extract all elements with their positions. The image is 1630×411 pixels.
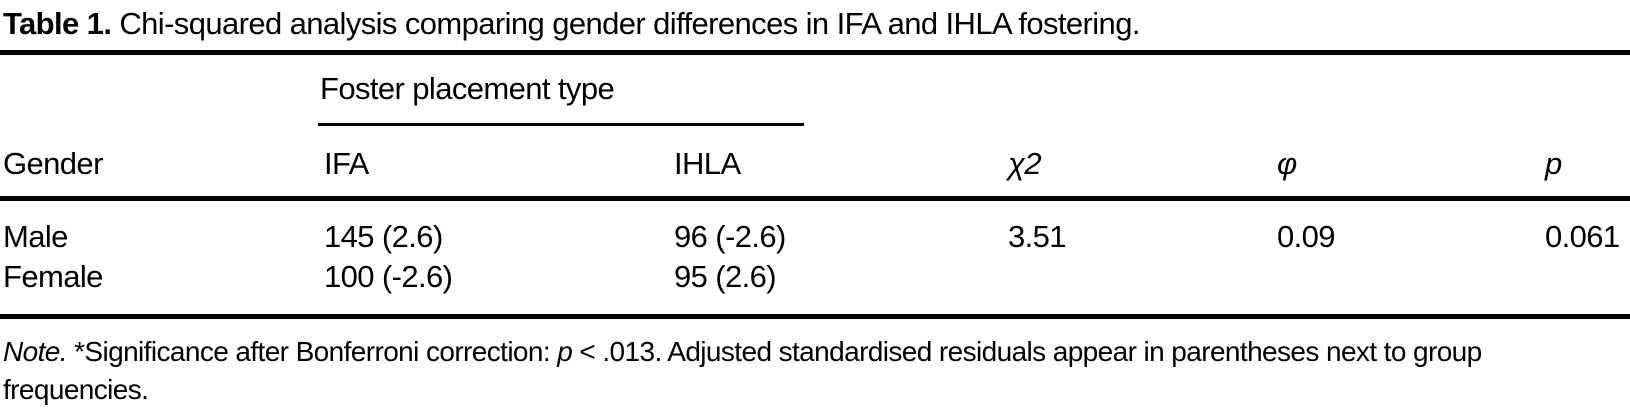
column-header-gender: Gender <box>3 146 103 181</box>
cell-male-ifa: 145 (2.6) <box>324 219 443 254</box>
cell-female-ihla: 95 (2.6) <box>674 259 777 294</box>
bottom-rule <box>0 314 1630 319</box>
note-text-2: < .013. Adjusted standardised residuals … <box>3 336 1482 405</box>
table-caption-text: Chi-squared analysis comparing gender di… <box>119 6 1140 41</box>
column-header-ifa: IFA <box>324 146 369 181</box>
column-header-phi: φ <box>1277 146 1297 181</box>
note-p-symbol: p <box>557 336 573 367</box>
header-rule <box>0 196 1630 201</box>
cell-female-gender: Female <box>3 259 103 294</box>
table-caption: Table 1. Chi-squared analysis comparing … <box>3 6 1140 42</box>
table-number: Table 1. <box>3 6 112 41</box>
cell-chi-squared-value: 3.51 <box>1008 219 1067 254</box>
cell-male-ihla: 96 (-2.6) <box>674 219 786 254</box>
cell-female-ifa: 100 (-2.6) <box>324 259 453 294</box>
note-text-1: *Significance after Bonferroni correctio… <box>66 336 558 367</box>
column-header-ihla: IHLA <box>674 146 741 181</box>
cell-phi-value: 0.09 <box>1277 219 1336 254</box>
table-note: Note. *Significance after Bonferroni cor… <box>3 333 1548 409</box>
spanner-header: Foster placement type <box>320 71 615 106</box>
cell-male-gender: Male <box>3 219 68 254</box>
column-header-chi-squared: χ2 <box>1008 146 1042 181</box>
note-label: Note. <box>3 336 68 367</box>
spanner-rule <box>318 123 804 126</box>
cell-p-value: 0.061 <box>1545 219 1620 254</box>
top-rule <box>0 50 1630 55</box>
column-header-p-value: p <box>1545 146 1562 181</box>
